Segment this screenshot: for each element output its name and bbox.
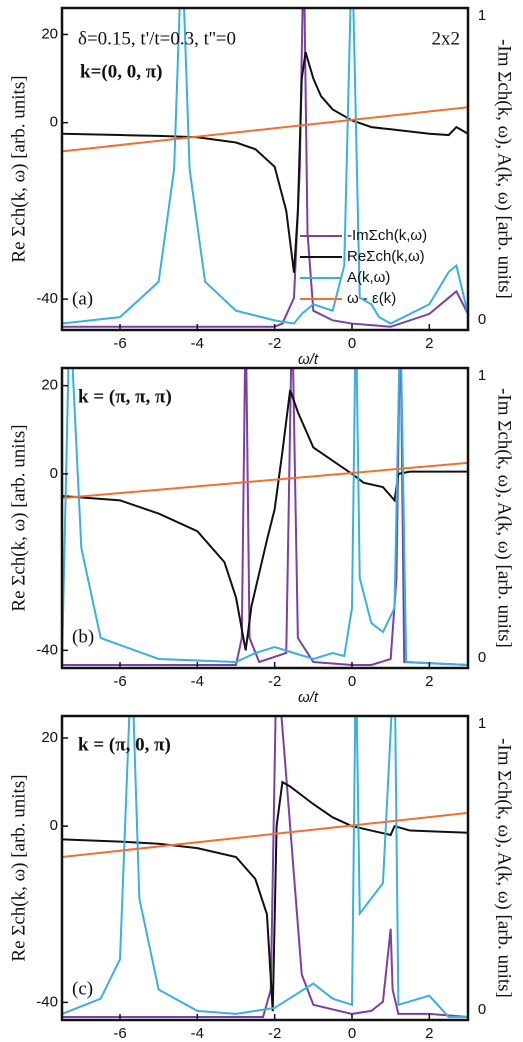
x-tick-label: 0 [348, 335, 356, 352]
y2-axis-label: -Im Σch(k, ω), A(k, ω) [arb. units] [494, 738, 515, 998]
x-tick-label: 2 [425, 335, 433, 352]
annotation: 2x2 [432, 28, 461, 49]
x-axis-label: ω/t [298, 689, 319, 706]
y-tick-label: -40 [36, 641, 58, 658]
x-axis-label: ω/t [298, 1041, 319, 1042]
y-tick-label: 20 [41, 729, 58, 746]
series-line [62, 811, 468, 858]
x-tick-label: -6 [113, 1025, 126, 1042]
series-line [62, 368, 468, 666]
y2-tick-label: 1 [478, 7, 486, 24]
plot-frame [60, 6, 470, 332]
x-tick-label: -2 [268, 673, 281, 690]
x-tick-label: 2 [425, 1025, 433, 1042]
y-tick-label: 20 [41, 377, 58, 394]
legend-label: ω - ε(k) [347, 290, 396, 307]
series-line [62, 716, 468, 1018]
x-tick-label: -6 [113, 335, 126, 352]
y2-axis-label: -Im Σch(k, ω), A(k, ω) [arb. units] [494, 39, 515, 299]
x-tick-label: -4 [191, 335, 204, 352]
y2-tick-label: 1 [478, 715, 486, 732]
y2-tick-label: 0 [478, 649, 486, 666]
y2-tick-label: 0 [478, 311, 486, 328]
series-line [62, 8, 468, 325]
legend-label: ReΣch(k,ω) [347, 248, 425, 265]
y-tick-label: 0 [50, 114, 58, 131]
panel-label: (a) [72, 288, 93, 309]
annotation: δ=0.15, t'/t=0.3, t''=0 [78, 28, 236, 49]
x-axis-label: ω/t [298, 351, 319, 368]
annotation: k = (π, 0, π) [78, 734, 171, 755]
panel-label: (b) [72, 626, 94, 647]
y-tick-label: 0 [50, 465, 58, 482]
panel: -6 -4 -2 0 2 -40 0 20 0 1 ω/t Re Σch(k, ω) [arb. un… [8, 366, 515, 706]
series-line [62, 368, 468, 666]
y2-tick-label: 1 [478, 367, 486, 384]
y-tick-label: -40 [36, 993, 58, 1010]
x-tick-label: -2 [268, 1025, 281, 1042]
legend-label: A(k,ω) [347, 269, 390, 286]
y-tick-label: 0 [50, 817, 58, 834]
x-tick-label: -4 [191, 673, 204, 690]
series-line [62, 8, 468, 328]
lines [62, 8, 468, 328]
annotation: k=(0, 0, π) [80, 61, 162, 82]
y-axis-label: Re Σch(k, ω) [arb. units] [8, 774, 29, 961]
y2-tick-label: 0 [478, 1001, 486, 1018]
x-tick-label: 0 [348, 673, 356, 690]
y-axis-label: Re Σch(k, ω) [arb. units] [8, 75, 29, 262]
panel-label: (c) [72, 978, 93, 999]
series-line [62, 106, 468, 153]
lines [62, 716, 468, 1018]
x-tick-label: -4 [191, 1025, 204, 1042]
x-tick-label: -6 [113, 673, 126, 690]
series-line [62, 389, 468, 651]
x-tick-label: 2 [425, 673, 433, 690]
y-tick-label: -40 [36, 290, 58, 307]
x-tick-label: -2 [268, 335, 281, 352]
y-tick-label: 20 [41, 25, 58, 42]
series-line [62, 51, 468, 273]
series-line [62, 461, 468, 500]
plot-frame [60, 714, 470, 1022]
plot-frame [60, 366, 470, 670]
x-tick-label: 0 [348, 1025, 356, 1042]
series-line [62, 716, 468, 1018]
annotation: k = (π, π, π) [78, 386, 172, 407]
legend-label: -ImΣch(k,ω) [347, 227, 427, 244]
y2-axis-label: -Im Σch(k, ω), A(k, ω) [arb. units] [494, 388, 515, 648]
lines [62, 368, 468, 666]
panel: -6 -4 -2 0 2 -40 0 20 0 1 ω/t Re Σch(k, ω) [arb. un… [8, 6, 515, 368]
panel: -6 -4 -2 0 2 -40 0 20 0 1 ω/t Re Σch(k, ω) [arb. un… [8, 714, 515, 1042]
y-axis-label: Re Σch(k, ω) [arb. units] [8, 424, 29, 611]
series-line [62, 780, 468, 1012]
